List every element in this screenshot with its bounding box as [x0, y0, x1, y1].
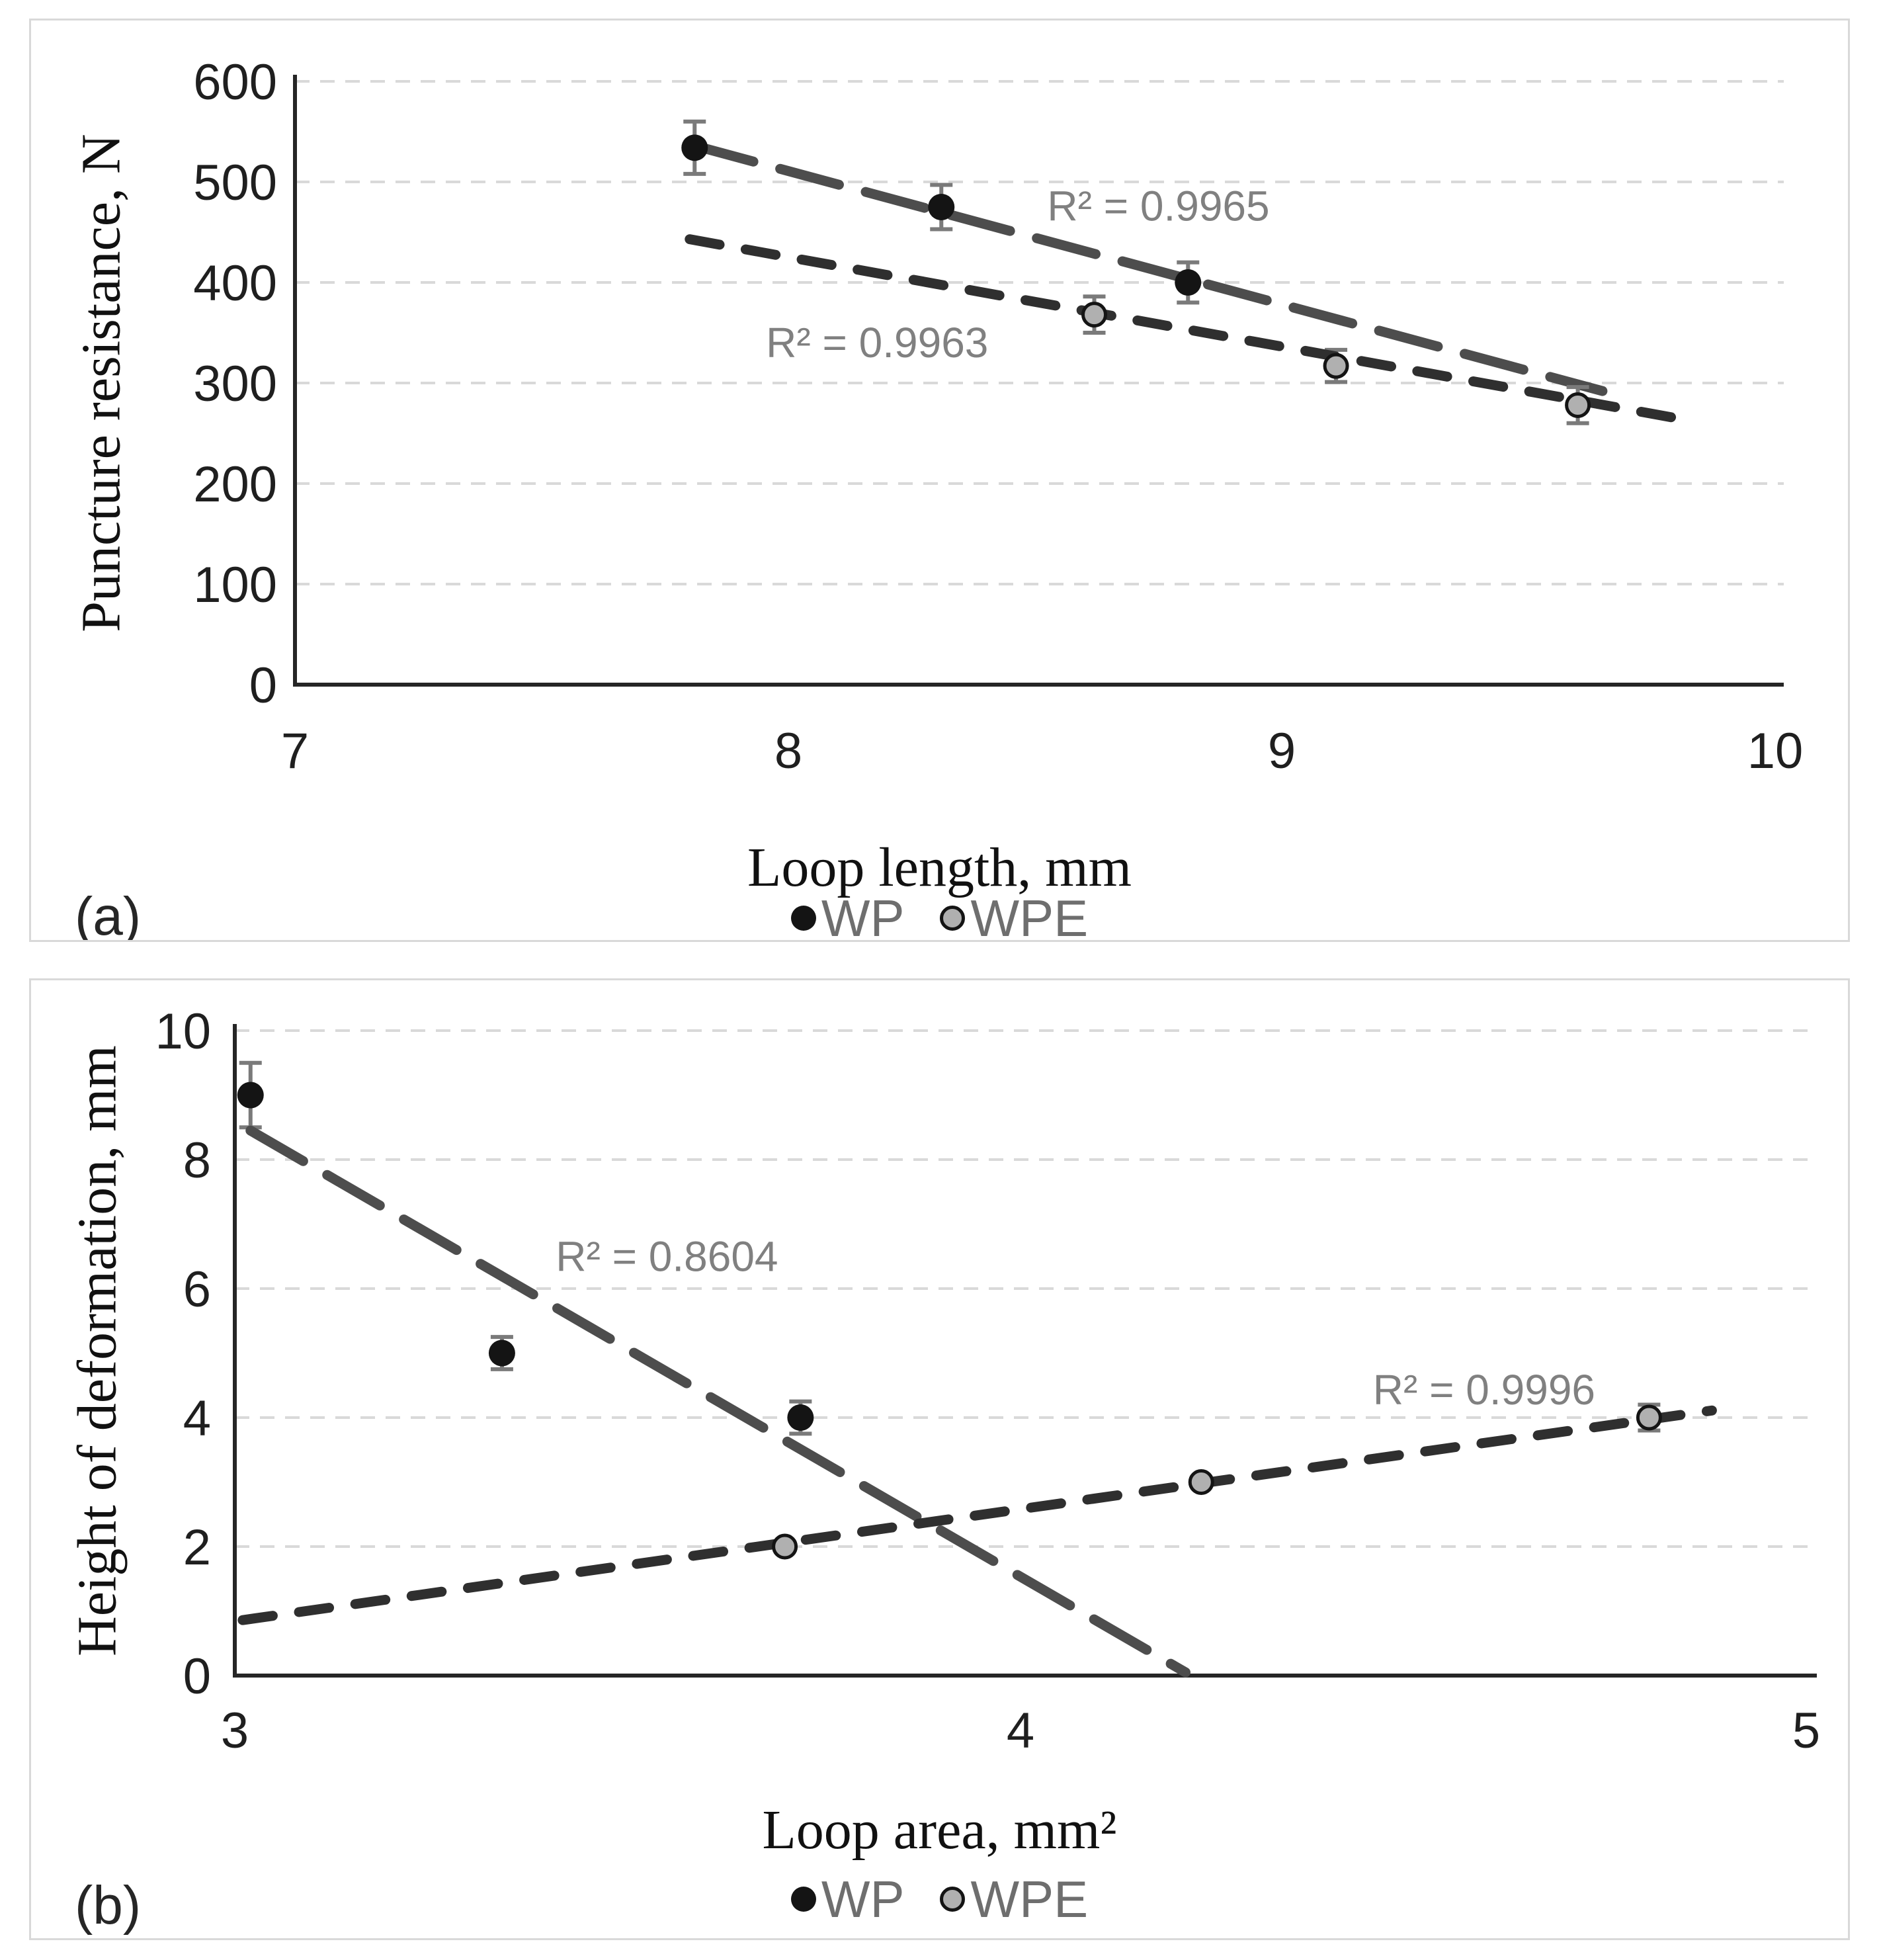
trendline-wpe [237, 1405, 1717, 1625]
trendline-wpe [685, 234, 1682, 423]
x-tick-label: 9 [1268, 723, 1296, 779]
y-tick-label: 600 [193, 54, 277, 110]
x-tick-label: 10 [1747, 723, 1804, 779]
y-tick-label: 2 [183, 1519, 211, 1576]
y-tick-label: 500 [193, 155, 277, 211]
data-point-wp [787, 1404, 814, 1431]
legend-item-wpe: WPE [940, 1873, 1088, 1925]
y-tick-label: 200 [193, 456, 277, 513]
y-tick-label: 0 [249, 658, 277, 714]
x-axis-title-a: Loop length, mm [747, 837, 1132, 898]
y-tick-label: 8 [183, 1132, 211, 1189]
legend-label: WP [821, 1870, 905, 1928]
x-tick-label: 4 [1007, 1703, 1034, 1759]
scatter-plot-b: 0 2 4 6 8 10 3 4 5 R² = 0.8604 R² = 0.9996 [155, 1003, 1820, 1759]
x-tick-label: 3 [221, 1703, 249, 1759]
x-tick-label: 8 [774, 723, 802, 779]
x-axis-title-b: Loop area, mm² [762, 1799, 1117, 1861]
legend-item-wpe: WPE [940, 889, 1089, 942]
legend-a: WP WPE [31, 889, 1848, 942]
x-tick-label: 7 [281, 723, 309, 779]
legend-b: WP WPE [31, 1873, 1848, 1925]
legend-marker-wp-icon [790, 1887, 816, 1912]
x-tick-label: 5 [1792, 1703, 1820, 1759]
data-point-wp [681, 134, 708, 161]
data-point-wp [488, 1340, 515, 1367]
r2-label-wp: R² = 0.8604 [556, 1232, 778, 1280]
data-point-wp [928, 194, 955, 220]
data-point-wpe [1636, 1404, 1662, 1431]
legend-marker-wpe-icon [940, 1887, 966, 1912]
legend-marker-wp-icon [790, 906, 816, 931]
panel-letter-a: (a) [75, 886, 142, 942]
y-tick-label: 300 [193, 356, 277, 412]
scatter-plot-a: 0 100 200 300 400 500 600 7 8 9 10 R² = 0.9965 R² = … [193, 54, 1804, 779]
panel-letter-b: (b) [75, 1875, 142, 1936]
y-axis-title-a: Puncture resistance, N [70, 134, 132, 632]
y-tick-label: 0 [183, 1648, 211, 1705]
data-point-wpe [1188, 1469, 1214, 1495]
r2-label-wpe: R² = 0.9996 [1373, 1366, 1595, 1414]
legend-marker-wpe-icon [940, 906, 966, 931]
chart-panel-b: 0 2 4 6 8 10 3 4 5 R² = 0.8604 R² = 0.9996 Height … [29, 978, 1850, 1940]
data-point-wpe [1081, 302, 1108, 328]
y-axis-title-b: Height of deformation, mm [66, 1045, 128, 1656]
legend-item-wp: WP [790, 1870, 905, 1928]
y-tick-label: 4 [183, 1390, 211, 1447]
y-tick-label: 6 [183, 1261, 211, 1318]
chart-panel-a: 0 100 200 300 400 500 600 7 8 9 10 R² = 0.9965 R² = … [29, 19, 1850, 942]
y-tick-label: 100 [193, 557, 277, 613]
legend-label: WP [821, 889, 905, 942]
data-point-wp [1175, 269, 1202, 296]
legend-label: WPE [970, 889, 1089, 942]
trendline-wp [245, 1125, 1190, 1678]
legend-label: WPE [970, 1870, 1089, 1928]
data-point-wp [237, 1082, 264, 1109]
data-point-wpe [1565, 392, 1591, 418]
y-tick-label: 10 [155, 1003, 211, 1060]
data-point-wpe [772, 1533, 798, 1560]
r2-label-wpe: R² = 0.9963 [766, 319, 988, 366]
r2-label-wp: R² = 0.9965 [1047, 182, 1269, 230]
data-point-wpe [1323, 353, 1349, 379]
y-tick-label: 400 [193, 255, 277, 312]
trendline-wp [689, 140, 1608, 396]
legend-item-wp: WP [790, 889, 905, 942]
